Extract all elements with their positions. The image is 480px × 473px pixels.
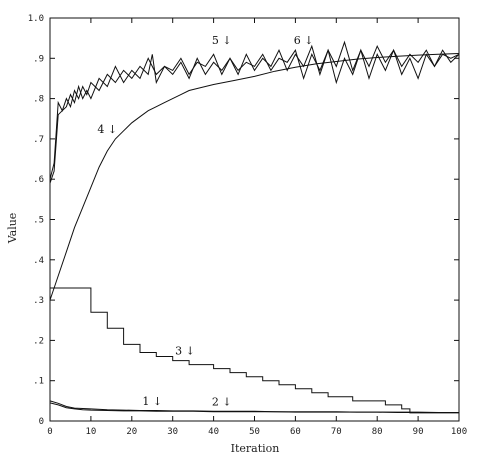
y-tick-label: .7 [33,135,44,145]
y-tick-label: .4 [33,256,44,266]
x-tick-label: 90 [413,427,424,437]
x-tick-label: 50 [249,427,260,437]
x-tick-label: 40 [208,427,219,437]
x-tick-label: 30 [167,427,178,437]
curve-label-5: 5 ↓ [212,34,232,47]
curve-label-3: 3 ↓ [175,345,195,358]
x-tick-label: 60 [290,427,301,437]
y-tick-label: .5 [33,216,44,226]
series-line-3 [50,287,459,414]
curve-label-2: 2 ↓ [212,395,232,408]
y-tick-label: .2 [33,336,44,346]
y-tick-label: .6 [33,175,44,185]
x-tick-label: 100 [451,427,467,437]
x-tick-label: 80 [372,427,383,437]
x-tick-label: 20 [126,427,137,437]
y-tick-label: .9 [33,54,44,64]
curve-label-1: 1 ↓ [142,395,162,408]
y-tick-label: .3 [33,296,44,306]
x-tick-label: 70 [331,427,342,437]
y-tick-label: 1.0 [28,14,44,24]
x-tick-label: 0 [47,427,52,437]
y-tick-label: .8 [33,95,44,105]
series-line-6 [49,48,460,184]
series-group [49,40,460,414]
y-axis-label: Value [6,213,19,245]
y-tick-label: 0 [39,417,44,427]
x-tick-label: 10 [85,427,96,437]
curve-label-4: 4 ↓ [97,123,117,136]
series-line-2 [49,402,459,413]
axis-ticks: 0 .1 .2 .3 .4 .5 .6 .7 .8 .9 1.0 0 10 20 30 40 50 60 70 80 9… [28,14,467,437]
series-line-4 [49,53,460,301]
x-axis-label: Iteration [231,442,280,455]
curve-labels: 1 ↓ 2 ↓ 3 ↓ 4 ↓ 5 ↓ 6 ↓ [97,34,313,408]
y-tick-label: .1 [33,377,44,387]
curve-label-6: 6 ↓ [294,34,314,47]
